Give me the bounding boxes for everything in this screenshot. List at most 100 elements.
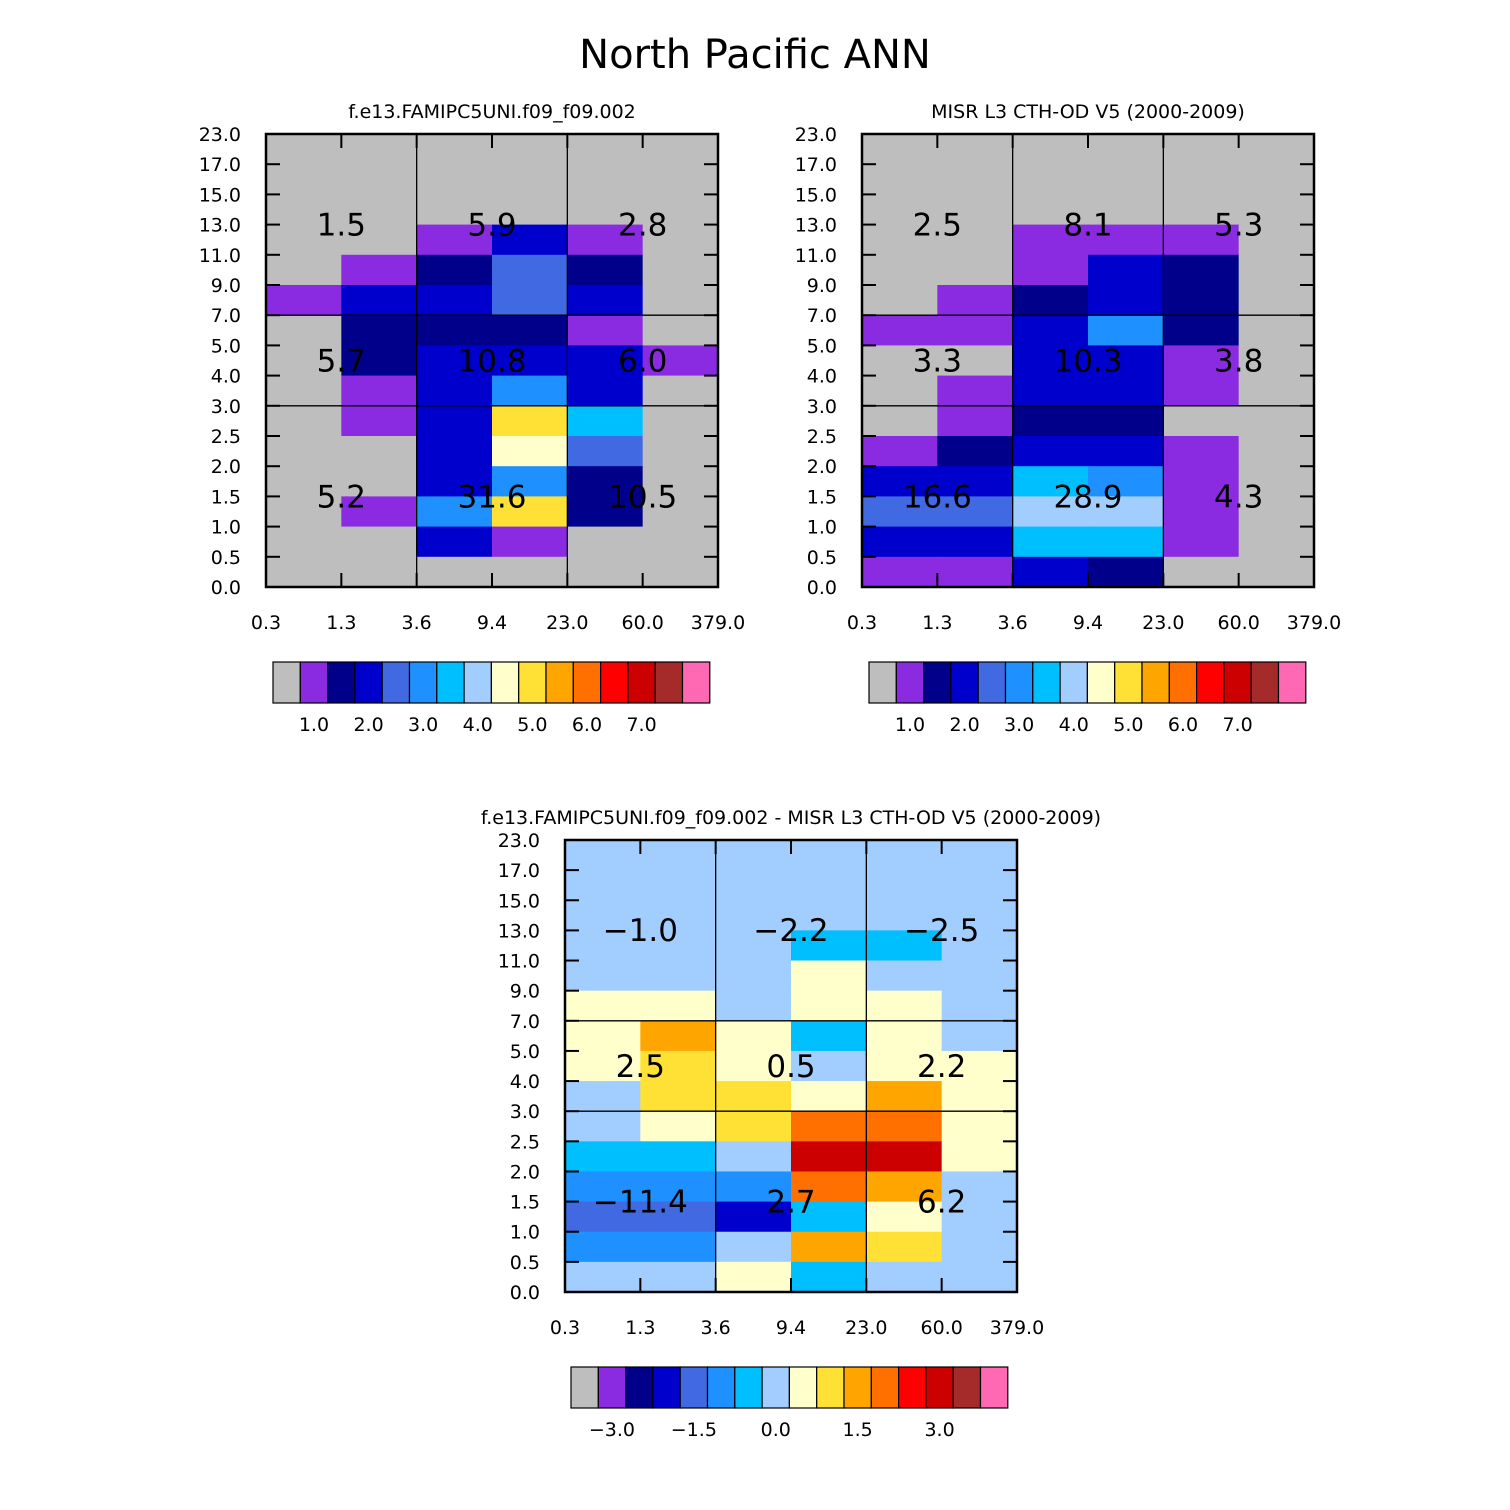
heatmap-cell [937,556,1014,588]
x-tick-label: 3.6 [998,612,1028,634]
colorbar-swatch [922,661,952,704]
colorbar-swatch [681,661,711,704]
y-tick-label: 7.0 [211,305,241,327]
heatmap-cell [1163,285,1240,316]
colorbar-swatch [788,1366,818,1409]
heatmap-cell [640,1201,717,1233]
colorbar-swatch [1141,661,1170,704]
heatmap-cell [567,496,644,528]
heatmap-cell [1088,556,1164,588]
heatmap-cell [640,1050,717,1082]
heatmap-cell [416,466,493,497]
heatmap-cell [941,930,1018,962]
region-value-label: 28.9 [1053,479,1122,515]
heatmap-cell [791,1111,867,1142]
heatmap-cell [1012,254,1089,286]
panel-3: 0.0 0.5 1.0 1.5 2.0 2.5 3.0 4.0 5.0 7.0 9.0 11.0 13.… [481,807,1101,1441]
heatmap-cell [266,164,342,195]
heatmap-cell [715,1050,792,1082]
heatmap-cell [565,870,641,901]
heatmap-cell [866,1111,943,1142]
heatmap-cell [866,930,943,962]
region-value-label: 5.3 [1214,207,1263,243]
heatmap-cell [941,1111,1018,1142]
heatmap-cell [492,556,568,588]
heatmap-cell [416,164,493,195]
heatmap-cell [715,1171,792,1203]
heatmap-cell [715,1111,792,1142]
heatmap-cell [266,466,342,497]
colorbar-label: 1.0 [299,714,329,736]
heatmap-cell [642,375,719,407]
region-value-label: 31.6 [457,479,526,515]
heatmap-cell [941,870,1018,901]
colorbar-swatch [977,661,1007,704]
x-tick-label: 3.6 [402,612,432,634]
heatmap-cell [492,436,568,467]
colorbar-swatch [816,1366,845,1409]
heatmap-cell [341,164,418,195]
x-tick-label: 0.3 [550,1317,580,1339]
colorbar-swatch [895,661,925,704]
heatmap-cell [1238,436,1315,467]
heatmap-cell [941,1261,1018,1293]
x-tick-label: 60.0 [622,612,664,634]
heatmap-cell [1012,315,1089,346]
y-tick-label: 13.0 [795,215,837,237]
heatmap-cell [1088,345,1164,377]
heatmap-cell [1012,285,1089,316]
page-title: North Pacific ANN [579,32,931,78]
y-tick-label: 1.0 [510,1222,540,1244]
y-tick-label: 0.0 [510,1282,540,1304]
heatmap-cell [1088,134,1164,165]
heatmap-cell [1163,526,1240,558]
heatmap-cell [416,285,493,316]
heatmap-cell [1088,194,1164,226]
heatmap-cell [1088,405,1164,437]
heatmap-cell [565,1231,641,1263]
heatmap-cell [266,405,342,437]
heatmap-cell [937,375,1014,407]
y-tick-label: 11.0 [795,245,837,267]
region-value-label: 1.5 [317,207,366,243]
y-tick-label: 4.0 [510,1071,540,1093]
colorbar: 1.0 2.0 3.0 4.0 5.0 6.0 7.0 [868,661,1307,736]
heatmap-cell [341,556,418,588]
heatmap-cell [937,405,1014,437]
heatmap-cell [565,930,641,962]
x-tick-label: 9.4 [477,612,507,634]
heatmap-cell [1163,496,1240,528]
heatmap-cell [1088,526,1164,558]
heatmap-cell [642,285,719,316]
region-value-label: 6.2 [917,1185,966,1221]
y-tick-label: 11.0 [498,951,540,973]
heatmap-cell [565,1050,641,1082]
heatmap-cell [941,900,1018,931]
heatmap-cell [642,224,719,256]
heatmap-cell [640,1141,717,1173]
heatmap-cell [941,990,1018,1022]
heatmap-cell [1238,164,1315,195]
region-value-label: 2.5 [616,1049,665,1085]
heatmap-cell [862,466,938,497]
heatmap-cell [567,164,644,195]
colorbar-swatch [518,661,547,704]
heatmap-cell [416,496,493,528]
heatmap-cell [1238,315,1315,346]
heatmap-cell [941,1201,1018,1233]
heatmap-cell [341,134,418,165]
heatmap-cell [866,1141,943,1173]
heatmap-cell [266,526,342,558]
region-value-label: 10.5 [608,479,677,515]
region-value-label: 3.8 [1214,344,1263,380]
heatmap-cell [567,285,644,316]
heatmap-cell [642,496,719,528]
heatmap-cell [937,345,1014,377]
heatmap-cell [937,526,1014,558]
heatmap-cell [640,1020,717,1052]
colorbar-label: 7.0 [1222,714,1252,736]
heatmap-cell [862,315,938,346]
heatmap-cell [642,436,719,467]
heatmap-cell [1088,254,1164,286]
heatmap-cell [1238,224,1315,256]
